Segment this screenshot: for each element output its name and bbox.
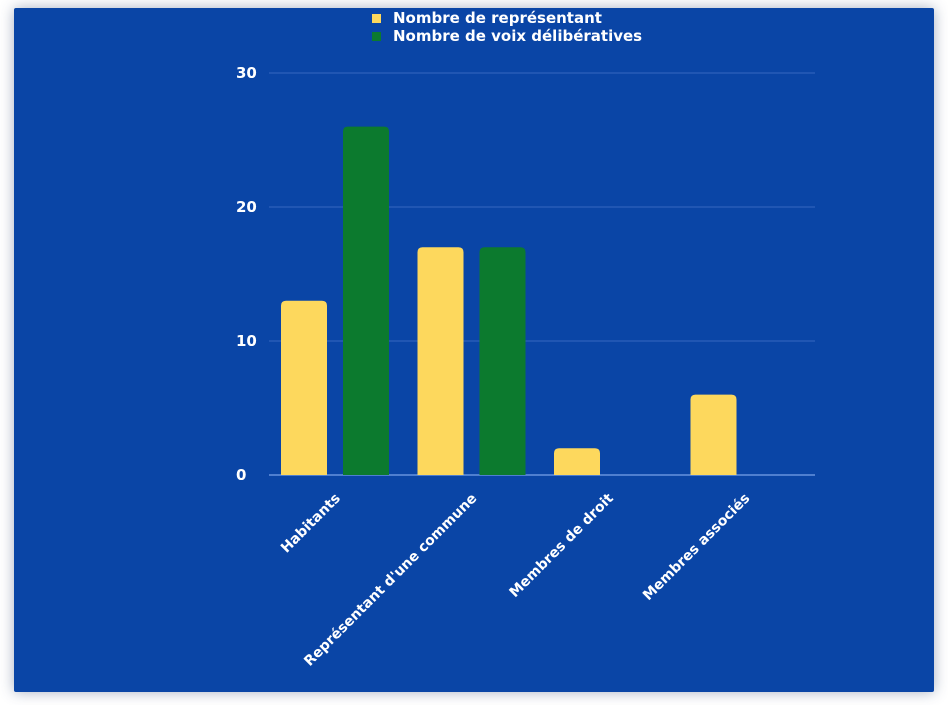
bar-representants [281,300,327,475]
legend-item-voix: Nombre de voix délibératives [372,27,642,45]
chart-card: Nombre de représentant Nombre de voix dé… [14,8,934,692]
y-tick-label: 30 [236,64,257,82]
bar-voix [343,126,389,475]
bar-representants [417,247,464,475]
bar-representants [554,448,600,475]
legend-label-representants: Nombre de représentant [393,9,602,27]
y-tick-label: 20 [236,198,257,216]
legend-swatch-representants [372,13,381,23]
x-tick-label: Membres de droit [506,490,617,601]
x-tick-label: Habitants [278,491,344,557]
bar-representants [690,394,737,475]
bar-voix [479,247,526,475]
legend-item-representants: Nombre de représentant [372,9,642,27]
chart-legend: Nombre de représentant Nombre de voix dé… [372,9,642,45]
legend-label-voix: Nombre de voix délibératives [393,27,643,45]
y-tick-label: 10 [236,332,257,350]
legend-swatch-voix [372,31,381,41]
y-tick-label: 0 [236,466,246,484]
x-tick-label: Membres associés [640,491,753,604]
